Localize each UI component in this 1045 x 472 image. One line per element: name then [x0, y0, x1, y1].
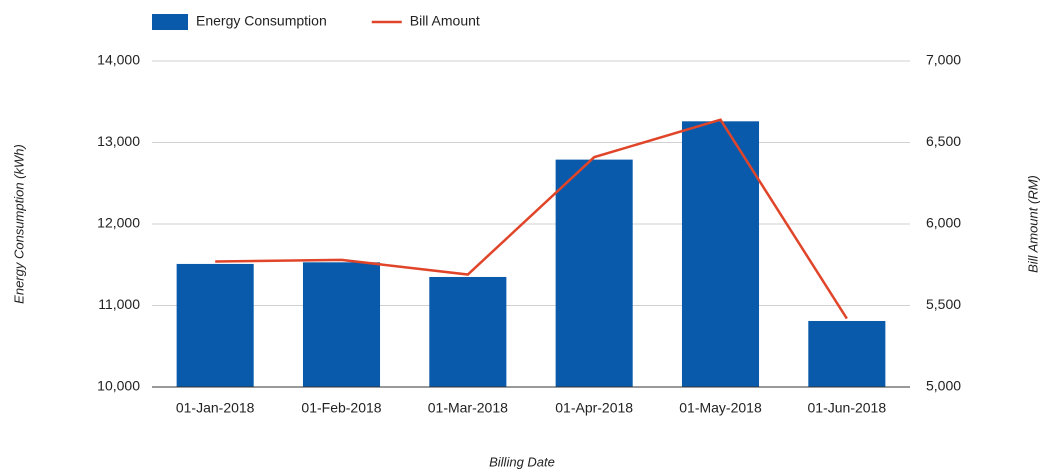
- bar: [302, 262, 381, 387]
- x-tick-label: 01-Mar-2018: [428, 400, 508, 416]
- y-axis-title: Energy Consumption (kWh): [11, 144, 26, 304]
- y-tick-label: 11,000: [98, 296, 140, 312]
- y-tick-label: 12,000: [97, 215, 140, 231]
- bar: [555, 159, 633, 387]
- y2-axis-title: Bill Amount (RM): [1025, 175, 1040, 273]
- y2-tick-label: 5,000: [926, 378, 961, 394]
- y-tick-label: 13,000: [97, 133, 140, 149]
- y-tick-label: 14,000: [97, 52, 140, 68]
- x-tick-label: 01-Feb-2018: [301, 400, 381, 416]
- y2-tick-label: 6,500: [926, 133, 961, 149]
- x-tick-label: 01-May-2018: [679, 400, 762, 416]
- x-tick-label: 01-Jun-2018: [808, 400, 887, 416]
- y2-tick-label: 6,000: [926, 215, 961, 231]
- bar: [176, 263, 254, 387]
- y2-tick-label: 5,500: [926, 296, 961, 312]
- x-tick-label: 01-Jan-2018: [176, 400, 255, 416]
- x-axis-title: Billing Date: [489, 454, 555, 469]
- y2-tick-label: 7,000: [926, 52, 961, 68]
- y-tick-label: 10,000: [97, 378, 140, 394]
- bar: [681, 121, 760, 387]
- legend-label: Energy Consumption: [196, 13, 327, 29]
- x-tick-label: 01-Apr-2018: [555, 400, 633, 416]
- line: [215, 118, 848, 320]
- legend-swatch: [152, 14, 188, 30]
- bar: [429, 276, 507, 387]
- bar: [808, 320, 886, 387]
- legend-label: Bill Amount: [410, 13, 480, 29]
